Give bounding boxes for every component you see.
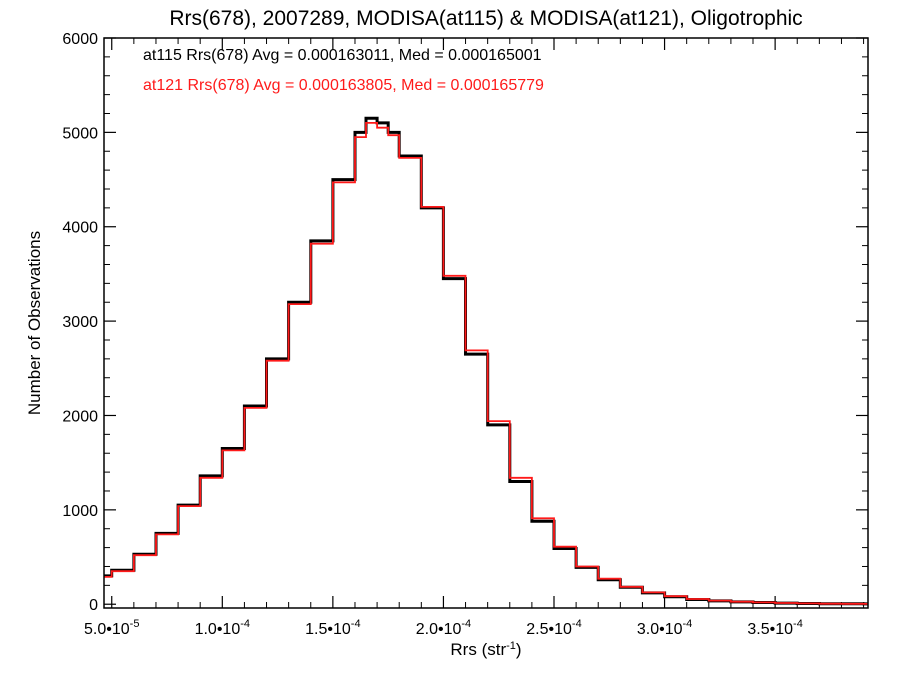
plot-frame [103,37,869,609]
series-line-1 [104,122,868,605]
y-tick-label: 5000 [62,125,98,142]
x-tick-label: 1.5•10-4 [305,618,360,638]
y-tick-label: 1000 [62,503,98,520]
chart-title: Rrs(678), 2007289, MODISA(at115) & MODIS… [169,7,802,30]
x-tick-label: 5.0•10-5 [84,618,139,638]
x-tick-labels: 5.0•10-5 1.0•10-4 1.5•10-4 2.0•10-4 2.5•10-4… [84,618,803,638]
legend-entry: at121 Rrs(678) Avg = 0.000163805, Med = … [143,77,544,94]
axis-ticks [104,37,868,608]
y-tick-label: 3000 [62,314,98,331]
legend: at115 Rrs(678) Avg = 0.000163011, Med = … [143,47,544,94]
x-tick-label: 2.0•10-4 [416,618,471,638]
y-tick-label: 4000 [62,220,98,237]
x-tick-label: 1.0•10-4 [195,618,250,638]
y-tick-label: 2000 [62,408,98,425]
legend-entry: at115 Rrs(678) Avg = 0.000163011, Med = … [143,47,542,64]
x-tick-label: 3.0•10-4 [637,618,692,638]
x-axis-label: Rrs (str-1) [450,640,521,659]
y-tick-label: 0 [89,597,98,614]
x-tick-label: 2.5•10-4 [526,618,581,638]
y-axis-label: Number of Observations [25,231,44,415]
y-tick-labels: 0 1000 2000 3000 4000 5000 6000 [62,31,98,614]
series-group [104,116,868,606]
y-tick-label: 6000 [62,31,98,48]
series-line-0 [104,116,868,606]
x-tick-label: 3.5•10-4 [747,618,802,638]
